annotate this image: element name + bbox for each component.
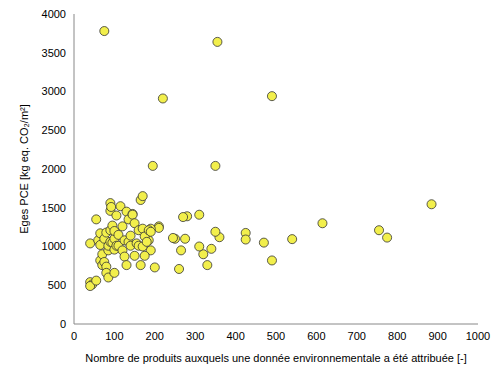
- svg-text:0: 0: [60, 318, 66, 330]
- svg-text:600: 600: [307, 330, 325, 342]
- svg-text:1000: 1000: [466, 330, 490, 342]
- svg-text:1500: 1500: [42, 202, 66, 214]
- svg-text:2000: 2000: [42, 163, 66, 175]
- svg-text:3000: 3000: [42, 85, 66, 97]
- svg-text:700: 700: [348, 330, 366, 342]
- svg-text:2500: 2500: [42, 124, 66, 136]
- svg-text:800: 800: [388, 330, 406, 342]
- svg-text:300: 300: [186, 330, 204, 342]
- svg-text:100: 100: [105, 330, 123, 342]
- svg-text:500: 500: [267, 330, 285, 342]
- svg-text:1000: 1000: [42, 240, 66, 252]
- svg-text:Eges PCE [kg eq. CO₂/m²]: Eges PCE [kg eq. CO₂/m²]: [18, 104, 30, 234]
- svg-text:3500: 3500: [42, 47, 66, 59]
- svg-text:900: 900: [428, 330, 446, 342]
- svg-text:Nombre de produits auxquels un: Nombre de produits auxquels une donnée e…: [85, 352, 467, 364]
- svg-text:0: 0: [71, 330, 77, 342]
- svg-text:400: 400: [226, 330, 244, 342]
- svg-text:4000: 4000: [42, 8, 66, 20]
- svg-text:500: 500: [48, 279, 66, 291]
- svg-text:200: 200: [146, 330, 164, 342]
